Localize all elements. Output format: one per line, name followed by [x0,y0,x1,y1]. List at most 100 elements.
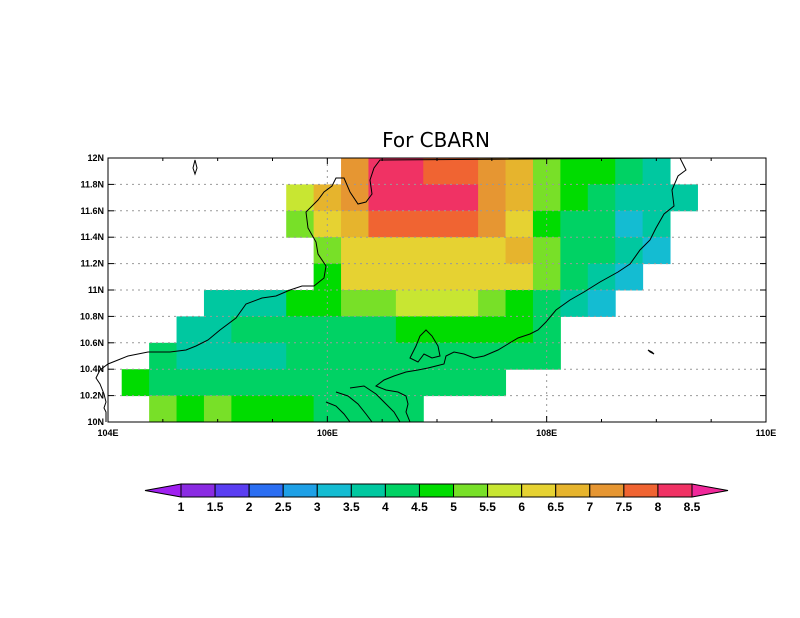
heatmap-cell [450,369,479,397]
heatmap-cell [642,237,671,265]
colorbar-label: 1 [178,500,185,514]
heatmap-cell [286,184,315,212]
heatmap-cell [341,184,369,212]
heatmap-cell [176,342,205,370]
heatmap-cell [176,316,205,344]
y-tick-label: 10.2N [80,391,104,401]
heatmap-cell [423,210,452,238]
colorbar-box [453,483,489,498]
y-tick-label: 10N [87,417,104,427]
colorbar-label: 4.5 [411,500,428,514]
heatmap-cell [368,395,397,423]
heatmap-cell [615,158,644,185]
heatmap-cell [423,263,452,291]
heatmap-cell [450,237,479,265]
heatmap-cell [341,158,369,185]
coastline-delta-3 [335,391,373,423]
heatmap-cell [505,158,534,185]
colorbar-box [350,483,386,498]
heatmap-cell [121,369,150,397]
y-tick-label: 10.4N [80,364,104,374]
heatmap-cell [587,263,616,291]
heatmap-cell [615,263,644,291]
heatmap-cell [450,184,479,212]
heatmap-cell [615,184,644,212]
heatmap-cell [313,369,342,397]
colorbar-label: 1.5 [207,500,224,514]
heatmap-cell [478,263,507,291]
heatmap-cells [121,158,698,423]
heatmap-cell [286,290,315,317]
heatmap-cell [587,158,616,185]
heatmap-cell [450,342,479,370]
y-tick-label: 11.4N [80,232,104,242]
heatmap-cell [313,263,342,291]
colorbar-label: 5 [450,500,457,514]
heatmap-cell [286,395,315,423]
heatmap-cell [395,395,424,423]
heatmap-cell [368,210,397,238]
colorbar-box [487,483,523,498]
colorbar-box [418,483,455,498]
coastline [95,157,687,423]
heatmap-cell [395,369,424,397]
heatmap-cell [450,210,479,238]
heatmap-cell [505,184,534,212]
coastline-delta-2 [349,385,401,423]
x-tick-label: 108E [536,428,557,438]
heatmap-cell [423,369,452,397]
colorbar-label: 2 [246,500,253,514]
colorbar-high-triangle [691,483,729,498]
y-tick-label: 11.2N [80,259,104,269]
heatmap-cell [258,290,287,317]
y-tick-label: 11.8N [80,179,104,189]
heatmap-cell [478,290,507,317]
colorbar-label: 8.5 [684,500,701,514]
heatmap-cell [670,184,698,212]
heatmap-cell [231,342,260,370]
heatmap-cell [395,316,424,344]
heatmap-cell [341,369,369,397]
heatmap-cell [423,316,452,344]
heatmap-cell [203,395,232,423]
heatmap-cell [313,237,342,265]
heatmap-cell [560,184,589,212]
heatmap-cell [532,237,561,265]
heatmap-cell [423,290,452,317]
colorbar-label: 5.5 [479,500,496,514]
colorbar-box [316,483,352,498]
heatmap-cell [642,158,671,185]
heatmap-cell [231,395,260,423]
y-tick-label: 10.8N [80,311,104,321]
heatmap-cell [341,210,369,238]
heatmap-cell [149,369,178,397]
y-tick-label: 10.6N [80,338,104,348]
heatmap-cell [341,342,369,370]
colorbar-box [214,483,250,498]
heatmap-cell [560,237,589,265]
y-tick-label: 11N [88,285,104,295]
heatmap-cell [505,316,534,344]
colorbar-label: 4 [382,500,389,514]
heatmap-cell [615,237,644,265]
y-tick-label: 12N [87,153,104,163]
y-axis: 10N 10.2N 10.4N 10.6N 10.8N 11N 11.2N 11.4N 11.6… [80,153,766,427]
heatmap-cell [478,184,507,212]
heatmap-cell [642,184,671,212]
x-axis: 104E 106E 108E 110E [97,158,776,438]
colorbar-label: 6.5 [547,500,564,514]
heatmap-cell [587,210,616,238]
heatmap-cell [395,237,424,265]
coastline-mainland [95,157,687,423]
heatmap-cell [286,210,315,238]
colorbar-box [589,483,625,498]
heatmap-cell [642,210,671,238]
colorbar-box [248,483,284,498]
heatmap-cell [505,263,534,291]
heatmap-cell [176,369,205,397]
heatmap-cell [450,290,479,317]
y-tick-label: 11.6N [80,206,104,216]
heatmap-cell [368,184,397,212]
heatmap-cell [395,210,424,238]
